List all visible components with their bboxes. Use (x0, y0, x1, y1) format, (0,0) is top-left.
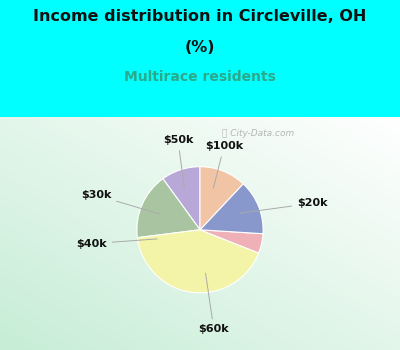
Text: $20k: $20k (240, 198, 328, 213)
Text: $30k: $30k (81, 190, 159, 214)
Text: $100k: $100k (205, 141, 243, 188)
Text: ⓘ City-Data.com: ⓘ City-Data.com (222, 130, 294, 138)
Wedge shape (137, 230, 259, 293)
Text: $50k: $50k (163, 135, 193, 189)
Wedge shape (200, 167, 243, 230)
Text: $40k: $40k (76, 239, 157, 248)
Wedge shape (200, 230, 263, 253)
Text: (%): (%) (185, 40, 215, 55)
Wedge shape (163, 167, 200, 230)
Wedge shape (137, 179, 200, 238)
Wedge shape (200, 184, 263, 234)
Text: Multirace residents: Multirace residents (124, 70, 276, 84)
Text: $60k: $60k (198, 273, 229, 335)
Text: Income distribution in Circleville, OH: Income distribution in Circleville, OH (33, 9, 367, 24)
